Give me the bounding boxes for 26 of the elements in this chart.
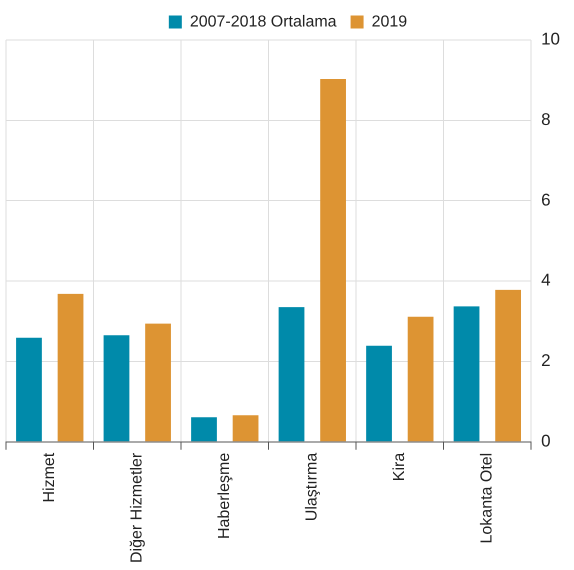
bar (320, 78, 346, 442)
bar (58, 294, 84, 442)
y-tick-label: 0 (541, 431, 551, 450)
y-tick-label: 6 (541, 190, 551, 210)
bar (145, 324, 171, 442)
bar (454, 306, 480, 442)
x-tick-label: Diğer Hizmetler (128, 452, 146, 564)
bar (278, 307, 304, 442)
bar (495, 290, 522, 442)
y-tick-label: 2 (541, 351, 551, 370)
y-tick-label: 10 (541, 30, 560, 49)
bar (16, 338, 42, 442)
y-tick-label: 4 (541, 270, 551, 290)
bar (191, 417, 217, 442)
legend-label: 2019 (372, 13, 408, 30)
x-tick-label: Hizmet (41, 452, 58, 503)
x-tick-label: Haberleşme (216, 452, 234, 540)
y-tick-label: 8 (541, 110, 551, 130)
legend-label: 2007-2018 Ortalama (190, 13, 337, 30)
bar (366, 346, 392, 442)
bar (232, 415, 258, 442)
x-tick-label: Ulaştırma (304, 452, 321, 522)
bar (104, 335, 130, 442)
x-tick-label: Kira (391, 452, 408, 482)
x-tick-label: Lokanta Otel (478, 452, 496, 544)
bar (408, 316, 434, 442)
